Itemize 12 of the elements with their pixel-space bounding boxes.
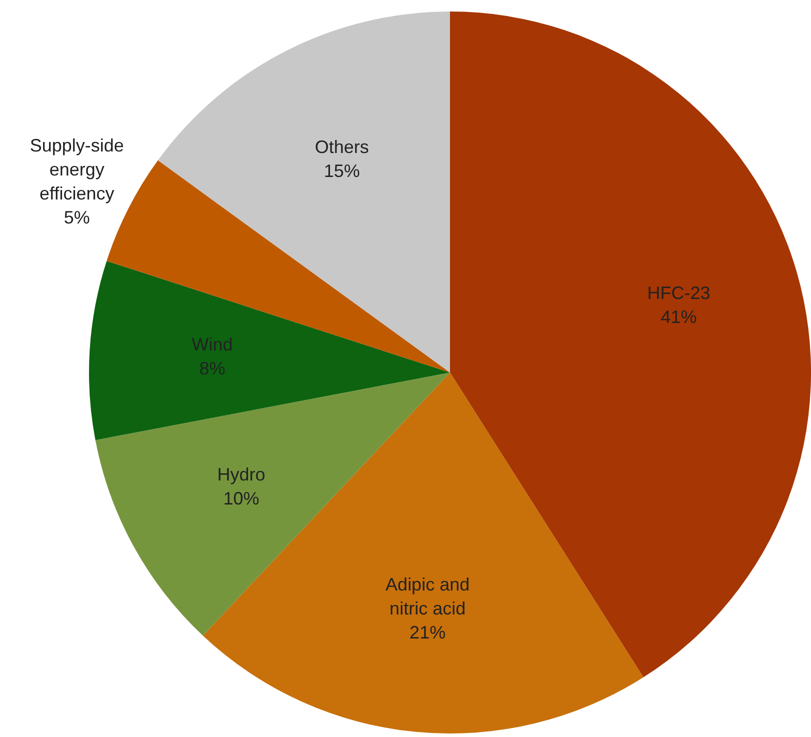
data-label: 21% xyxy=(410,622,446,643)
slice-label: Adipic and nitric acid xyxy=(386,574,470,619)
slice-label: Wind xyxy=(192,334,233,355)
data-label: 41% xyxy=(660,306,697,327)
slice-label: Supply-side energy efficiency xyxy=(30,135,124,204)
data-label: 5% xyxy=(64,207,90,228)
data-label: 8% xyxy=(199,358,226,379)
slice-label: Others xyxy=(314,137,369,158)
data-label: 15% xyxy=(324,161,360,182)
slice-label: HFC-23 xyxy=(647,282,710,303)
slice-label: Hydro xyxy=(217,464,266,484)
data-label: 10% xyxy=(223,488,260,508)
